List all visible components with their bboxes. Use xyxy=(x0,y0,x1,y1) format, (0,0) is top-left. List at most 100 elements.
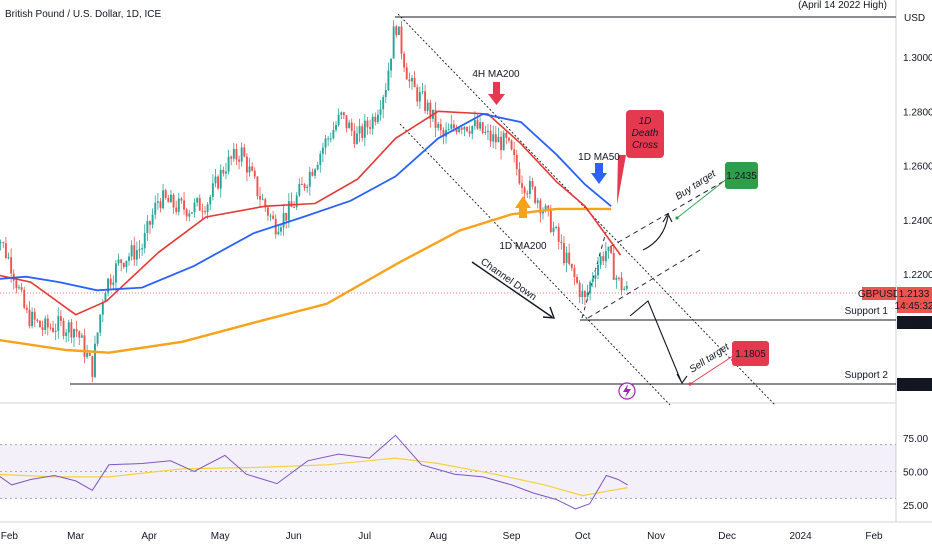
candle-body xyxy=(280,227,282,232)
candle-body xyxy=(149,221,151,225)
price-axis[interactable]: 1.3000 1.2800 1.2600 1.2400 1.2200 xyxy=(903,53,932,281)
price-tick-label: 1.2800 xyxy=(903,107,932,118)
rsi-axis[interactable]: 75.00 50.00 25.00 xyxy=(903,434,928,512)
candle-body xyxy=(175,207,178,212)
time-axis[interactable]: Feb Mar Apr May Jun Jul Aug Sep Oct Nov Dec 2024 Feb xyxy=(1,531,883,542)
candle-body xyxy=(450,124,453,129)
candle-body xyxy=(277,231,280,235)
candle-body xyxy=(578,282,581,298)
candle-body xyxy=(36,319,39,321)
lightning-icon[interactable] xyxy=(618,382,636,400)
candle-body xyxy=(217,176,220,189)
candle-body xyxy=(602,256,605,262)
candle-body xyxy=(481,122,484,133)
candle-body xyxy=(429,102,432,119)
candle-body xyxy=(78,331,81,338)
candle-body xyxy=(240,147,243,162)
candle-body xyxy=(534,186,537,203)
candle-body xyxy=(238,159,241,162)
candle-body xyxy=(122,263,125,267)
candle-body xyxy=(46,318,49,328)
candle-body xyxy=(183,200,185,210)
candle-body xyxy=(128,256,130,261)
candle-body xyxy=(382,97,385,110)
candle-body xyxy=(586,292,589,298)
buy-target-dot xyxy=(675,216,679,220)
projection-lower-line[interactable] xyxy=(587,249,701,319)
time-tick-label: Aug xyxy=(429,531,447,542)
candle-body xyxy=(245,156,248,173)
candle-body xyxy=(625,285,628,289)
candle-body xyxy=(190,212,193,214)
candle-body xyxy=(473,120,476,127)
projection-left-line[interactable] xyxy=(581,231,607,319)
candle-body xyxy=(544,205,547,212)
candle-body xyxy=(536,200,539,203)
death-cross-text-2: Death xyxy=(632,128,659,139)
channel-upper-line[interactable] xyxy=(397,13,776,406)
candle-body xyxy=(400,26,403,54)
sell-target-box[interactable] xyxy=(732,341,769,366)
candle-body xyxy=(607,246,610,251)
channel-lower-line[interactable] xyxy=(399,123,671,406)
projection-upper-line[interactable] xyxy=(609,161,758,248)
buy-target-box[interactable] xyxy=(725,162,758,189)
chart-title: British Pound / U.S. Dollar, 1D, ICE xyxy=(5,9,162,20)
time-tick-label: Feb xyxy=(1,531,19,542)
death-cross-text-3: Cross xyxy=(632,140,658,151)
candle-body xyxy=(612,253,615,280)
candle-body xyxy=(15,280,18,289)
channel-down-arrow xyxy=(471,261,553,318)
sell-target-value: 1.1805 xyxy=(735,349,766,360)
candle-body xyxy=(599,256,602,265)
ma200-4h-label: 4H MA200 xyxy=(472,69,520,80)
candle-body xyxy=(403,53,406,68)
candle-body xyxy=(340,112,343,115)
candle-body xyxy=(479,122,482,129)
candle-body xyxy=(38,320,41,328)
candle-body xyxy=(162,190,165,209)
candle-body xyxy=(439,123,442,131)
candle-body xyxy=(528,181,531,194)
candle-body xyxy=(618,277,620,279)
candle-body xyxy=(416,87,419,102)
candle-body xyxy=(33,311,36,320)
candle-body xyxy=(531,181,534,187)
april-high-label: (April 14 2022 High) xyxy=(798,0,887,11)
candle-body xyxy=(411,77,413,82)
candle-body xyxy=(114,263,117,283)
candle-body xyxy=(75,329,78,332)
candles xyxy=(0,20,628,383)
support-2-price-tag: 1.1805 xyxy=(897,378,932,391)
candle-body xyxy=(329,138,332,140)
candle-body xyxy=(581,291,584,298)
candle-body xyxy=(392,26,395,59)
candle-body xyxy=(434,109,437,128)
candle-body xyxy=(83,335,86,357)
time-tick-label: 2024 xyxy=(789,531,812,542)
death-cross-callout[interactable]: 1D Death Cross xyxy=(617,110,664,205)
candle-body xyxy=(397,26,400,35)
candle-body xyxy=(583,291,586,298)
candle-body xyxy=(589,282,592,293)
ma200-4h-line[interactable] xyxy=(0,110,622,316)
candle-body xyxy=(390,58,392,71)
candle-body xyxy=(562,243,565,264)
buy-target-line xyxy=(676,177,729,219)
candle-body xyxy=(259,196,261,200)
support-1-price-tag: 1.2035 xyxy=(897,316,932,329)
candle-body xyxy=(269,215,272,217)
support-2-label: Support 2 xyxy=(845,370,889,381)
buy-target-value: 1.2435 xyxy=(726,171,757,182)
candle-body xyxy=(156,201,159,203)
candle-body xyxy=(573,267,576,278)
candle-body xyxy=(552,227,555,233)
candle-body xyxy=(177,198,180,212)
candle-body xyxy=(426,102,429,111)
ma50-1d-line[interactable] xyxy=(0,113,612,292)
price-tick-label: 1.3000 xyxy=(903,53,932,64)
candle-body xyxy=(623,288,626,291)
candle-body xyxy=(198,198,201,211)
